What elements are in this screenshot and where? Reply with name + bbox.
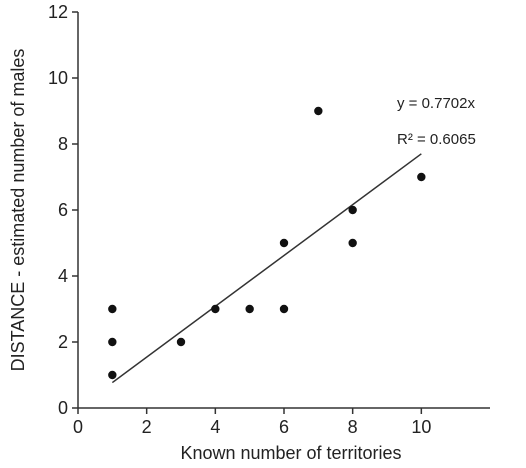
x-tick-label: 2	[142, 417, 152, 437]
data-point	[348, 205, 357, 215]
x-tick-label: 4	[210, 417, 220, 437]
data-point	[176, 337, 186, 347]
data-point	[108, 304, 117, 314]
y-tick-label: 0	[58, 398, 68, 418]
data-point	[279, 304, 289, 314]
y-tick-label: 8	[58, 134, 68, 154]
x-tick-label: 10	[411, 417, 431, 437]
annotations: y = 0.7702x R² = 0.6065	[397, 95, 476, 148]
trendline	[111, 153, 422, 384]
axes: 0 2 4 6 8 10 12 0 2 4 6 8 10	[48, 2, 490, 437]
data-points	[108, 106, 426, 380]
data-point	[417, 172, 426, 182]
y-tick-label: 12	[48, 2, 68, 22]
data-point	[245, 304, 254, 314]
trendline-equation: y = 0.7702x	[397, 95, 475, 112]
x-tick-label: 0	[73, 417, 83, 437]
y-tick-label: 2	[58, 332, 68, 352]
y-tick-label: 6	[58, 200, 68, 220]
data-point	[279, 238, 289, 248]
trendline-layer	[111, 153, 422, 384]
y-tick-label: 4	[58, 266, 68, 286]
data-point	[108, 370, 117, 380]
data-point	[108, 337, 117, 347]
y-tick-label: 10	[48, 68, 68, 88]
data-point	[211, 304, 220, 314]
y-axis-title: DISTANCE - estimated number of males	[8, 49, 28, 372]
r-squared-label: R² = 0.6065	[397, 131, 476, 148]
x-tick-label: 8	[348, 417, 358, 437]
x-axis-title: Known number of territories	[180, 443, 401, 463]
axis-titles: Known number of territories DISTANCE - es…	[8, 49, 402, 463]
x-tick-label: 6	[279, 417, 289, 437]
data-point	[348, 238, 357, 248]
data-point	[314, 106, 323, 116]
